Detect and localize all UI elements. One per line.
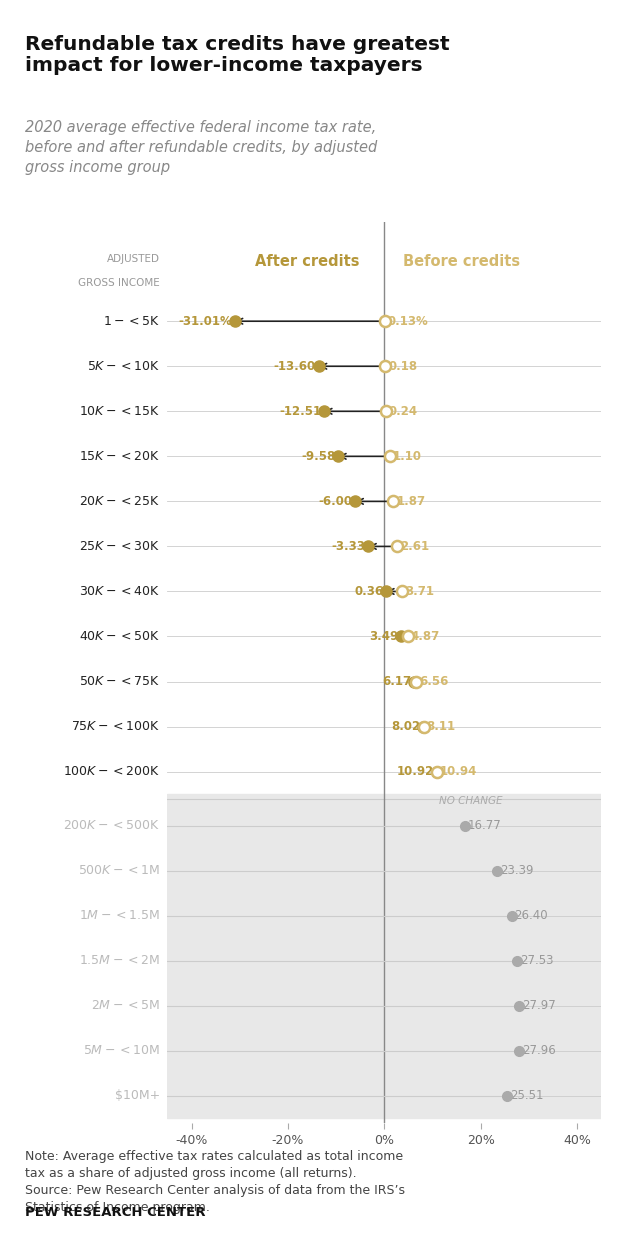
Text: $5M - <$10M: $5M - <$10M bbox=[83, 1044, 160, 1058]
Text: -12.51: -12.51 bbox=[279, 405, 321, 418]
Text: $40K - <$50K: $40K - <$50K bbox=[79, 631, 160, 643]
Text: 27.96: 27.96 bbox=[522, 1044, 556, 1058]
Text: $2M - <$5M: $2M - <$5M bbox=[91, 1000, 160, 1012]
Text: 16.77: 16.77 bbox=[468, 819, 502, 832]
Text: $5K - <$10K: $5K - <$10K bbox=[87, 360, 160, 373]
Text: ADJUSTED: ADJUSTED bbox=[107, 254, 160, 264]
Text: $200K - <$500K: $200K - <$500K bbox=[63, 819, 160, 832]
Text: $100K - <$200K: $100K - <$200K bbox=[63, 765, 160, 779]
Text: 0.13%: 0.13% bbox=[388, 315, 428, 328]
Text: -3.33: -3.33 bbox=[332, 540, 365, 553]
Text: $15K - <$20K: $15K - <$20K bbox=[79, 450, 160, 463]
Text: 8.02: 8.02 bbox=[391, 721, 420, 733]
Text: $1 - <$5K: $1 - <$5K bbox=[103, 315, 160, 328]
Text: 25.51: 25.51 bbox=[510, 1090, 544, 1102]
Text: 3.71: 3.71 bbox=[405, 585, 434, 598]
Text: NO CHANGE: NO CHANGE bbox=[440, 796, 503, 806]
Text: 0.24: 0.24 bbox=[389, 405, 418, 418]
Text: 6.56: 6.56 bbox=[419, 675, 448, 689]
Text: 10.92: 10.92 bbox=[397, 765, 434, 779]
Text: $20K - <$25K: $20K - <$25K bbox=[79, 495, 160, 508]
Text: After credits: After credits bbox=[255, 254, 360, 269]
Text: 4.87: 4.87 bbox=[411, 631, 440, 643]
Text: $30K - <$40K: $30K - <$40K bbox=[79, 585, 160, 598]
Text: $10K - <$15K: $10K - <$15K bbox=[79, 405, 160, 418]
Text: $50K - <$75K: $50K - <$75K bbox=[79, 675, 160, 689]
Text: -31.01%: -31.01% bbox=[178, 315, 232, 328]
Text: 23.39: 23.39 bbox=[500, 864, 534, 877]
Text: 0.36: 0.36 bbox=[354, 585, 383, 598]
Text: 6.17: 6.17 bbox=[382, 675, 411, 689]
Text: 1.10: 1.10 bbox=[392, 450, 422, 463]
Text: $1.5M - <$2M: $1.5M - <$2M bbox=[79, 954, 160, 967]
Text: 27.53: 27.53 bbox=[520, 954, 554, 967]
Text: $500K - <$1M: $500K - <$1M bbox=[78, 864, 160, 877]
Text: GROSS INCOME: GROSS INCOME bbox=[78, 279, 160, 289]
Text: 27.97: 27.97 bbox=[522, 1000, 556, 1012]
Text: 2020 average effective federal income tax rate,
before and after refundable cred: 2020 average effective federal income ta… bbox=[25, 120, 377, 175]
Text: 1.87: 1.87 bbox=[396, 495, 425, 508]
Text: -13.60: -13.60 bbox=[274, 360, 316, 373]
Text: -9.58: -9.58 bbox=[301, 450, 335, 463]
Text: $25K - <$30K: $25K - <$30K bbox=[79, 540, 160, 553]
Text: 2.61: 2.61 bbox=[400, 540, 429, 553]
Text: PEW RESEARCH CENTER: PEW RESEARCH CENTER bbox=[25, 1206, 205, 1219]
Text: 26.40: 26.40 bbox=[515, 909, 548, 922]
Text: $1M - <$1.5M: $1M - <$1.5M bbox=[79, 909, 160, 922]
Text: Note: Average effective tax rates calculated as total income
tax as a share of a: Note: Average effective tax rates calcul… bbox=[25, 1150, 405, 1214]
Text: 0.18: 0.18 bbox=[388, 360, 417, 373]
Text: 8.11: 8.11 bbox=[427, 721, 456, 733]
Text: -6.00: -6.00 bbox=[319, 495, 353, 508]
Text: Refundable tax credits have greatest
impact for lower-income taxpayers: Refundable tax credits have greatest imp… bbox=[25, 35, 450, 75]
Text: 10.94: 10.94 bbox=[440, 765, 477, 779]
Text: 3.49: 3.49 bbox=[369, 631, 398, 643]
Bar bbox=[167, 795, 601, 1118]
Text: $75K - <$100K: $75K - <$100K bbox=[71, 721, 160, 733]
Text: $10M+: $10M+ bbox=[115, 1090, 160, 1102]
Text: Before credits: Before credits bbox=[403, 254, 520, 269]
